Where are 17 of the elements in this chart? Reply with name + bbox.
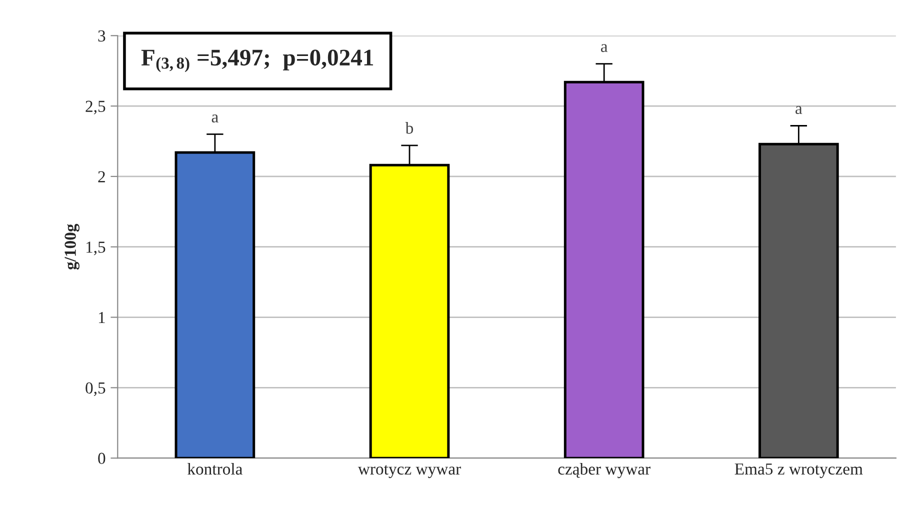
annotation: a <box>212 114 218 122</box>
x-tick-label: Ema5 z wrotyczem <box>734 464 863 478</box>
x-tick-label: kontrola <box>187 462 242 475</box>
annotation: F$_{(3,8)}$ =5,497; p=0,0241 <box>141 50 374 72</box>
y-tick-label: 2,5 <box>86 100 106 114</box>
y-tick-label: 2 <box>98 171 105 182</box>
y-tick-label: 0 <box>98 452 106 464</box>
x-tick-label: cząber wywar <box>558 462 650 478</box>
annotation: a <box>600 44 608 52</box>
y-tick-label: 1 <box>98 312 105 324</box>
y-tick-label: 1,5 <box>86 242 106 256</box>
y-tick-label: 3 <box>98 30 106 42</box>
y-axis-title: g/100g <box>64 224 80 270</box>
x-tick-label: wrotycz wywar <box>358 465 461 478</box>
annotation: a <box>796 106 802 114</box>
y-tick-label: 0,5 <box>86 382 106 396</box>
annotation: b <box>405 122 414 134</box>
